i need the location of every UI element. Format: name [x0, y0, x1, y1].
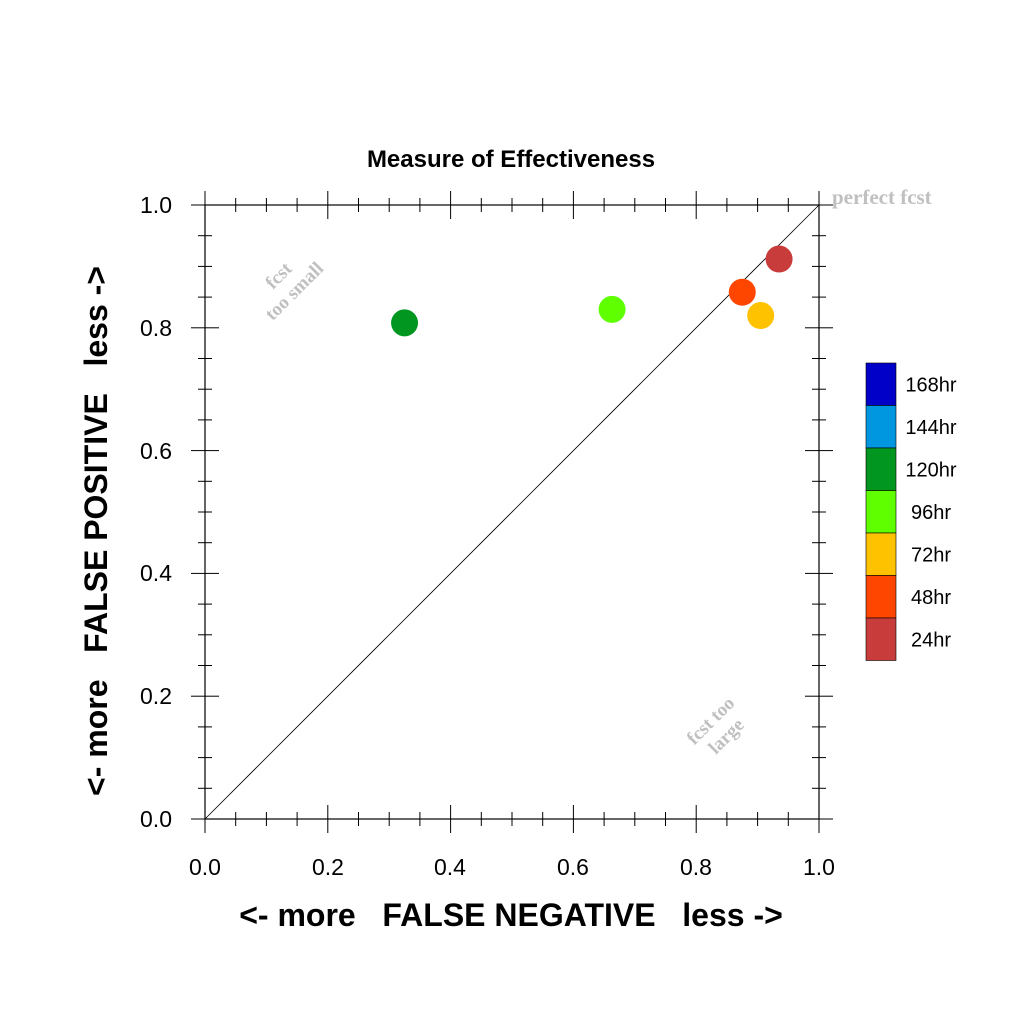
- x-tick-label: 0.8: [680, 854, 712, 880]
- y-tick-label: 0.0: [140, 806, 172, 832]
- x-tick-label: 1.0: [803, 854, 835, 880]
- y-tick-labels: 0.0 0.2 0.4 0.6 0.8 1.0: [140, 192, 172, 832]
- legend-swatch-144hr: [865, 405, 897, 449]
- data-point-48hr: [728, 278, 756, 306]
- legend-label-168hr: 168hr: [905, 374, 956, 396]
- legend-swatch-96hr: [865, 490, 897, 534]
- legend: 168hr 144hr 120hr 96hr 72hr 48hr 24hr: [865, 362, 957, 661]
- too-large-annotation: fcst too large: [683, 693, 749, 759]
- legend-label-120hr: 120hr: [905, 459, 956, 481]
- perfect-forecast-annotation: perfect fcst: [832, 185, 932, 209]
- y-tick-label: 0.6: [140, 438, 172, 464]
- x-axis-label: <- more FALSE NEGATIVE less ->: [239, 897, 783, 933]
- x-tick-label: 0.2: [312, 854, 344, 880]
- y-tick-label: 1.0: [140, 192, 172, 218]
- diagonal-line: [204, 204, 820, 820]
- legend-swatch-24hr: [865, 617, 897, 661]
- legend-swatch-168hr: [865, 362, 897, 406]
- data-point-24hr: [765, 245, 793, 273]
- legend-swatch-48hr: [865, 575, 897, 619]
- y-tick-label: 0.4: [140, 560, 172, 586]
- data-points: [391, 245, 793, 337]
- x-tick-label: 0.4: [434, 854, 466, 880]
- legend-swatch-72hr: [865, 532, 897, 576]
- chart-title: Measure of Effectiveness: [367, 146, 655, 173]
- y-tick-label: 0.8: [140, 315, 172, 341]
- x-tick-label: 0.6: [557, 854, 589, 880]
- data-point-120hr: [391, 309, 419, 337]
- legend-label-96hr: 96hr: [911, 502, 951, 524]
- x-tick-labels: 0.0 0.2 0.4 0.6 0.8 1.0: [189, 854, 835, 880]
- legend-label-144hr: 144hr: [905, 417, 956, 439]
- legend-label-72hr: 72hr: [911, 544, 951, 566]
- y-axis-label: <- more FALSE POSITIVE less ->: [78, 266, 114, 796]
- x-tick-label: 0.0: [189, 854, 221, 880]
- legend-label-24hr: 24hr: [911, 629, 951, 651]
- axis-ticks: [191, 191, 833, 833]
- too-small-annotation: fcst too small: [261, 258, 328, 325]
- data-point-72hr: [747, 302, 775, 330]
- y-tick-label: 0.2: [140, 683, 172, 709]
- legend-label-48hr: 48hr: [911, 587, 951, 609]
- data-point-96hr: [598, 295, 626, 323]
- legend-swatch-120hr: [865, 447, 897, 491]
